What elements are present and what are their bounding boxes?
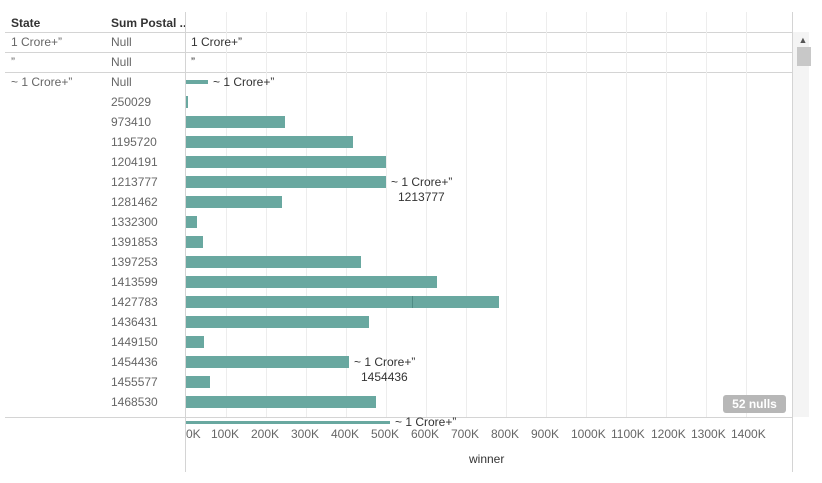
gridline — [466, 12, 467, 417]
bar[interactable] — [186, 96, 188, 108]
bar[interactable] — [186, 256, 361, 268]
state-cell: ” — [11, 55, 15, 69]
postal-cell: 1397253 — [111, 255, 158, 269]
x-tick-label: 500K — [371, 427, 400, 441]
bar-value-label: 1213777 — [398, 190, 445, 204]
bar[interactable] — [186, 116, 285, 128]
axis-top-border — [5, 417, 793, 418]
view-right-border — [792, 12, 793, 472]
bar[interactable] — [186, 376, 210, 388]
bar[interactable] — [186, 236, 203, 248]
postal-cell: 1204191 — [111, 155, 158, 169]
postal-cell: Null — [111, 35, 132, 49]
panel-divider — [185, 12, 186, 472]
sum-postal-column-header[interactable]: Sum Postal .. — [111, 16, 187, 30]
postal-cell: 1213777 — [111, 175, 158, 189]
scrollbar-thumb[interactable] — [797, 47, 811, 66]
bar-value-label: 1454436 — [361, 370, 408, 384]
x-tick-label: 1400K — [731, 427, 766, 441]
state-cell: ~ 1 Crore+” — [11, 75, 73, 89]
x-tick-label: 1000K — [571, 427, 606, 441]
bar[interactable] — [186, 356, 349, 368]
scroll-up-arrow-icon[interactable]: ▲ — [798, 35, 808, 45]
postal-cell: Null — [111, 55, 132, 69]
x-tick-label: 0K — [186, 427, 201, 441]
postal-cell: 1391853 — [111, 235, 158, 249]
x-tick-label: 700K — [451, 427, 480, 441]
postal-cell: 1449150 — [111, 335, 158, 349]
postal-cell: 1455577 — [111, 375, 158, 389]
gridline — [226, 12, 227, 417]
postal-cell: 1195720 — [111, 135, 157, 149]
row-divider — [5, 52, 793, 53]
postal-cell: 1436431 — [111, 315, 158, 329]
postal-cell: 250029 — [111, 95, 152, 109]
bar[interactable] — [186, 196, 282, 208]
gridline — [426, 12, 427, 417]
bar-overlap-edge — [412, 296, 413, 308]
state-cell: 1 Crore+” — [11, 35, 63, 49]
bar[interactable] — [186, 396, 376, 408]
x-tick-label: 100K — [211, 427, 240, 441]
gridline — [666, 12, 667, 417]
bar-label: 1 Crore+” — [191, 35, 243, 49]
bar[interactable] — [186, 421, 390, 424]
gridline — [386, 12, 387, 417]
x-tick-label: 200K — [251, 427, 280, 441]
gridline — [706, 12, 707, 417]
x-tick-label: 1100K — [611, 427, 645, 441]
gridline — [746, 12, 747, 417]
gridline — [266, 12, 267, 417]
postal-cell: 1332300 — [111, 215, 158, 229]
bar-label: ~ 1 Crore+” — [395, 415, 457, 429]
postal-cell: 1468530 — [111, 395, 158, 409]
postal-cell: 1413599 — [111, 275, 158, 289]
bar[interactable] — [186, 316, 369, 328]
state-column-header[interactable]: State — [11, 16, 41, 30]
x-tick-label: 400K — [331, 427, 360, 441]
postal-cell: 973410 — [111, 115, 152, 129]
bar[interactable] — [186, 156, 386, 168]
x-axis-label: winner — [469, 452, 505, 466]
null-count-badge[interactable]: 52 nulls — [723, 395, 786, 413]
group-divider — [5, 72, 793, 73]
bar[interactable] — [186, 80, 208, 84]
gridline — [506, 12, 507, 417]
postal-cell: 1281462 — [111, 195, 158, 209]
x-tick-label: 900K — [531, 427, 560, 441]
vertical-scrollbar[interactable] — [793, 32, 809, 417]
bar[interactable] — [186, 296, 499, 308]
bar-label: ~ 1 Crore+” — [354, 355, 416, 369]
gridline — [546, 12, 547, 417]
x-tick-label: 1200K — [651, 427, 686, 441]
x-tick-label: 300K — [291, 427, 320, 441]
bar[interactable] — [186, 136, 353, 148]
bar[interactable] — [186, 216, 197, 228]
x-tick-label: 600K — [411, 427, 440, 441]
bar-label: ” — [191, 55, 195, 69]
bar[interactable] — [186, 176, 386, 188]
bar[interactable] — [186, 276, 437, 288]
bar-label: ~ 1 Crore+” — [391, 175, 453, 189]
bar-label: ~ 1 Crore+” — [213, 75, 275, 89]
postal-cell: 1454436 — [111, 355, 158, 369]
x-tick-label: 1300K — [691, 427, 726, 441]
gridline — [346, 12, 347, 417]
postal-cell: Null — [111, 75, 132, 89]
postal-cell: 1427783 — [111, 295, 158, 309]
header-underline — [5, 32, 793, 33]
gridline — [586, 12, 587, 417]
x-tick-label: 800K — [491, 427, 520, 441]
gridline — [306, 12, 307, 417]
bar[interactable] — [186, 336, 204, 348]
gridline — [626, 12, 627, 417]
